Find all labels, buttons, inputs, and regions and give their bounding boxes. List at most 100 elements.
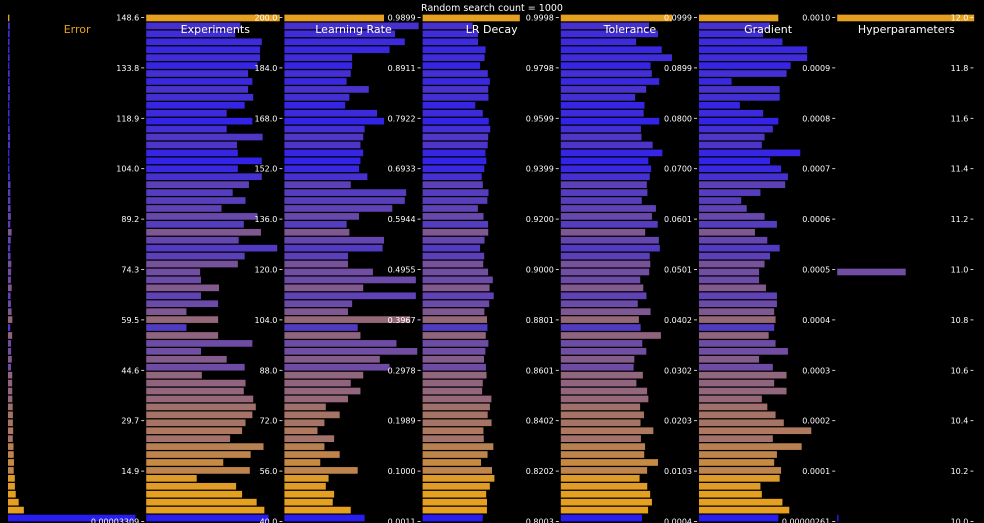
bar[interactable] bbox=[8, 165, 10, 173]
bar[interactable] bbox=[422, 221, 489, 228]
bar[interactable] bbox=[422, 86, 489, 93]
bar[interactable] bbox=[8, 276, 11, 284]
bar[interactable] bbox=[422, 173, 482, 181]
bar[interactable] bbox=[699, 363, 773, 371]
bar[interactable] bbox=[560, 300, 638, 308]
bar[interactable] bbox=[284, 348, 418, 355]
bar[interactable] bbox=[422, 62, 481, 69]
column-title[interactable]: Error bbox=[64, 23, 91, 36]
bar[interactable] bbox=[560, 181, 647, 188]
bar[interactable] bbox=[284, 276, 416, 284]
bar[interactable] bbox=[146, 157, 262, 165]
bar[interactable] bbox=[146, 459, 224, 466]
bar[interactable] bbox=[146, 78, 253, 85]
bar[interactable] bbox=[146, 498, 257, 506]
bar[interactable] bbox=[699, 308, 775, 315]
bar[interactable] bbox=[8, 101, 10, 109]
bar[interactable] bbox=[146, 46, 261, 54]
bar[interactable] bbox=[699, 46, 808, 54]
bar[interactable] bbox=[8, 149, 10, 157]
bar[interactable] bbox=[146, 300, 219, 308]
bar[interactable] bbox=[146, 141, 237, 149]
bar[interactable] bbox=[560, 46, 662, 54]
bar[interactable] bbox=[284, 70, 351, 77]
bar[interactable] bbox=[146, 94, 254, 101]
bar[interactable] bbox=[146, 101, 245, 109]
bar[interactable] bbox=[146, 332, 219, 339]
bar[interactable] bbox=[146, 387, 244, 395]
bar[interactable] bbox=[8, 316, 13, 323]
bar[interactable] bbox=[422, 332, 486, 339]
bar[interactable] bbox=[8, 78, 10, 85]
bar[interactable] bbox=[8, 324, 11, 331]
bar[interactable] bbox=[699, 324, 775, 331]
bar[interactable] bbox=[284, 228, 350, 236]
bar[interactable] bbox=[284, 30, 396, 38]
bar[interactable] bbox=[699, 157, 771, 165]
bar[interactable] bbox=[560, 435, 641, 442]
bar[interactable] bbox=[699, 284, 766, 292]
column-title[interactable]: Experiments bbox=[181, 23, 251, 36]
bar[interactable] bbox=[284, 173, 368, 181]
bar[interactable] bbox=[146, 435, 231, 442]
bar[interactable] bbox=[422, 395, 492, 403]
bar[interactable] bbox=[284, 324, 358, 331]
bar[interactable] bbox=[699, 482, 761, 490]
bar[interactable] bbox=[8, 395, 13, 403]
bar[interactable] bbox=[699, 141, 762, 149]
bar[interactable] bbox=[699, 30, 764, 38]
bar[interactable] bbox=[699, 395, 762, 403]
bar[interactable] bbox=[284, 467, 358, 474]
bar[interactable] bbox=[146, 14, 280, 22]
bar[interactable] bbox=[560, 236, 659, 244]
bar[interactable] bbox=[422, 133, 489, 141]
bar[interactable] bbox=[284, 403, 326, 411]
bar[interactable] bbox=[699, 451, 777, 458]
bar[interactable] bbox=[422, 363, 486, 371]
bar[interactable] bbox=[422, 101, 476, 109]
bar[interactable] bbox=[284, 506, 351, 514]
bar[interactable] bbox=[8, 387, 13, 395]
bar[interactable] bbox=[284, 149, 364, 157]
bar[interactable] bbox=[837, 514, 839, 522]
bar[interactable] bbox=[422, 490, 487, 498]
bar[interactable] bbox=[422, 324, 488, 331]
bar[interactable] bbox=[422, 355, 484, 363]
bar[interactable] bbox=[146, 475, 197, 482]
column-title[interactable]: LR Decay bbox=[466, 23, 518, 36]
bar[interactable] bbox=[284, 379, 351, 387]
bar[interactable] bbox=[284, 435, 335, 442]
bar[interactable] bbox=[284, 308, 348, 315]
bar[interactable] bbox=[146, 70, 249, 77]
bar[interactable] bbox=[422, 292, 494, 300]
bar[interactable] bbox=[560, 14, 673, 22]
bar[interactable] bbox=[146, 324, 187, 331]
bar[interactable] bbox=[560, 62, 651, 69]
bar[interactable] bbox=[284, 490, 335, 498]
bar[interactable] bbox=[8, 141, 11, 149]
bar[interactable] bbox=[699, 443, 802, 450]
bar[interactable] bbox=[699, 117, 779, 125]
bar[interactable] bbox=[422, 419, 492, 427]
bar[interactable] bbox=[699, 419, 784, 427]
bar[interactable] bbox=[146, 419, 246, 427]
bar[interactable] bbox=[422, 403, 490, 411]
bar[interactable] bbox=[560, 244, 660, 252]
bar[interactable] bbox=[284, 165, 360, 173]
bar[interactable] bbox=[699, 268, 760, 276]
bar[interactable] bbox=[146, 506, 265, 514]
bar[interactable] bbox=[560, 482, 648, 490]
bar[interactable] bbox=[699, 467, 782, 474]
bar[interactable] bbox=[560, 324, 641, 331]
bar[interactable] bbox=[422, 94, 489, 101]
bar[interactable] bbox=[146, 260, 238, 268]
bar[interactable] bbox=[422, 165, 485, 173]
bar[interactable] bbox=[8, 38, 10, 46]
bar[interactable] bbox=[8, 459, 14, 466]
bar[interactable] bbox=[699, 125, 773, 133]
bar[interactable] bbox=[422, 340, 489, 347]
bar[interactable] bbox=[284, 236, 384, 244]
bar[interactable] bbox=[560, 125, 641, 133]
bar[interactable] bbox=[146, 348, 201, 355]
bar[interactable] bbox=[146, 149, 238, 157]
